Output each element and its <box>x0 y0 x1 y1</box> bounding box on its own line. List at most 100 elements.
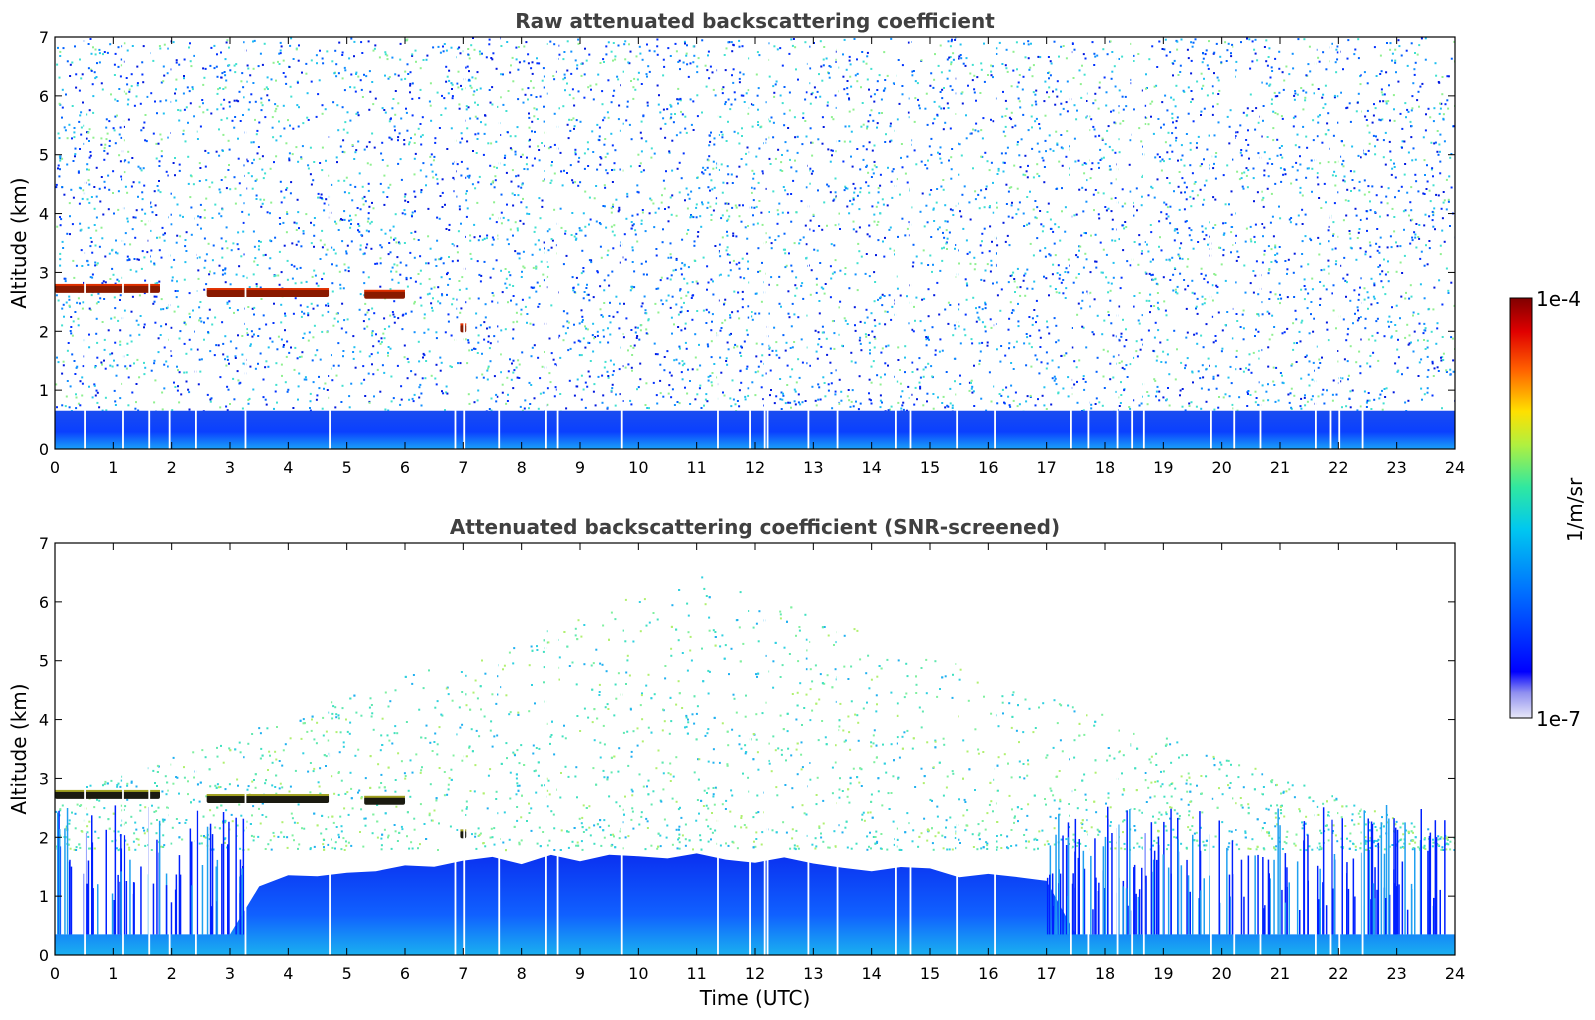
field-point <box>413 393 416 396</box>
field-point <box>358 225 361 227</box>
field-point <box>255 194 258 197</box>
field-point <box>1178 171 1181 173</box>
field-point <box>206 393 209 396</box>
field-point <box>869 349 871 352</box>
field-point <box>588 196 591 199</box>
field-point <box>144 223 147 226</box>
field-point <box>1178 255 1181 258</box>
field-point <box>1196 312 1199 315</box>
field-point <box>759 270 762 273</box>
field-point <box>286 212 289 215</box>
field-point <box>198 306 201 309</box>
field-point <box>623 43 626 46</box>
field-point <box>519 405 522 408</box>
field-point <box>550 179 553 182</box>
field-point <box>1124 202 1127 205</box>
field-point <box>1268 269 1271 272</box>
field-point <box>724 69 727 72</box>
field-point <box>59 258 62 261</box>
field-point <box>804 98 807 101</box>
field-point <box>504 154 507 157</box>
field-point <box>394 73 397 76</box>
field-point <box>518 61 521 64</box>
field-point <box>978 318 981 321</box>
field-point <box>226 358 229 361</box>
field-point <box>321 169 324 172</box>
field-point <box>757 181 760 184</box>
field-point <box>372 103 375 106</box>
field-point <box>344 121 347 124</box>
field-point <box>109 353 112 356</box>
field-point <box>1383 258 1385 261</box>
field-point <box>969 132 972 135</box>
field-point <box>1044 247 1047 250</box>
field-point <box>1242 309 1245 312</box>
field-point <box>383 203 386 206</box>
field-point <box>677 61 680 63</box>
field-point <box>1414 52 1416 54</box>
field-point <box>751 169 754 172</box>
field-point <box>1323 402 1326 405</box>
field-point <box>506 131 509 134</box>
field-point <box>690 214 692 216</box>
field-point <box>628 62 631 65</box>
field-point <box>1355 110 1358 113</box>
field-point <box>968 389 971 392</box>
field-point <box>970 338 973 341</box>
field-point <box>755 342 758 345</box>
field-point <box>891 170 894 173</box>
field-point <box>250 175 253 178</box>
field-point <box>1283 79 1286 82</box>
field-point <box>1044 139 1047 142</box>
field-point <box>1166 177 1169 179</box>
field-point <box>62 364 65 367</box>
field-point <box>199 216 202 219</box>
field-point <box>529 322 532 325</box>
field-point <box>160 138 163 141</box>
field-point <box>140 129 143 132</box>
field-point <box>761 374 764 377</box>
field-point <box>713 143 716 146</box>
field-point <box>1393 162 1395 165</box>
field-point <box>386 54 389 57</box>
field-point <box>1132 60 1135 62</box>
field-point <box>873 93 876 96</box>
field-point <box>639 329 642 332</box>
field-point <box>890 139 893 142</box>
field-point <box>965 298 968 301</box>
field-point <box>610 211 613 214</box>
field-point <box>249 365 252 368</box>
field-point <box>1222 248 1225 251</box>
field-point <box>1117 338 1120 341</box>
field-point <box>448 278 451 280</box>
field-point <box>1349 170 1352 173</box>
field-point <box>668 384 671 387</box>
field-point <box>162 65 165 68</box>
field-point <box>1407 110 1410 113</box>
field-point <box>1187 258 1190 261</box>
field-point <box>108 252 111 255</box>
field-point <box>112 273 115 276</box>
field-point <box>1411 239 1414 242</box>
field-point <box>567 137 570 140</box>
field-point <box>1173 59 1176 62</box>
field-point <box>809 364 811 367</box>
field-point <box>493 375 496 378</box>
field-point <box>678 59 681 62</box>
field-point <box>1034 404 1037 407</box>
field-point <box>790 38 793 41</box>
field-point <box>310 242 313 245</box>
field-point <box>870 381 873 384</box>
field-point <box>550 352 553 355</box>
field-point <box>784 248 786 251</box>
field-point <box>218 87 221 90</box>
field-point <box>285 355 288 358</box>
field-point <box>747 89 750 92</box>
field-point <box>741 290 744 293</box>
field-point <box>1044 255 1047 258</box>
field-point <box>524 399 527 402</box>
field-point <box>106 132 109 135</box>
field-point <box>640 219 643 222</box>
field-point <box>1146 243 1148 246</box>
field-point <box>854 324 856 327</box>
